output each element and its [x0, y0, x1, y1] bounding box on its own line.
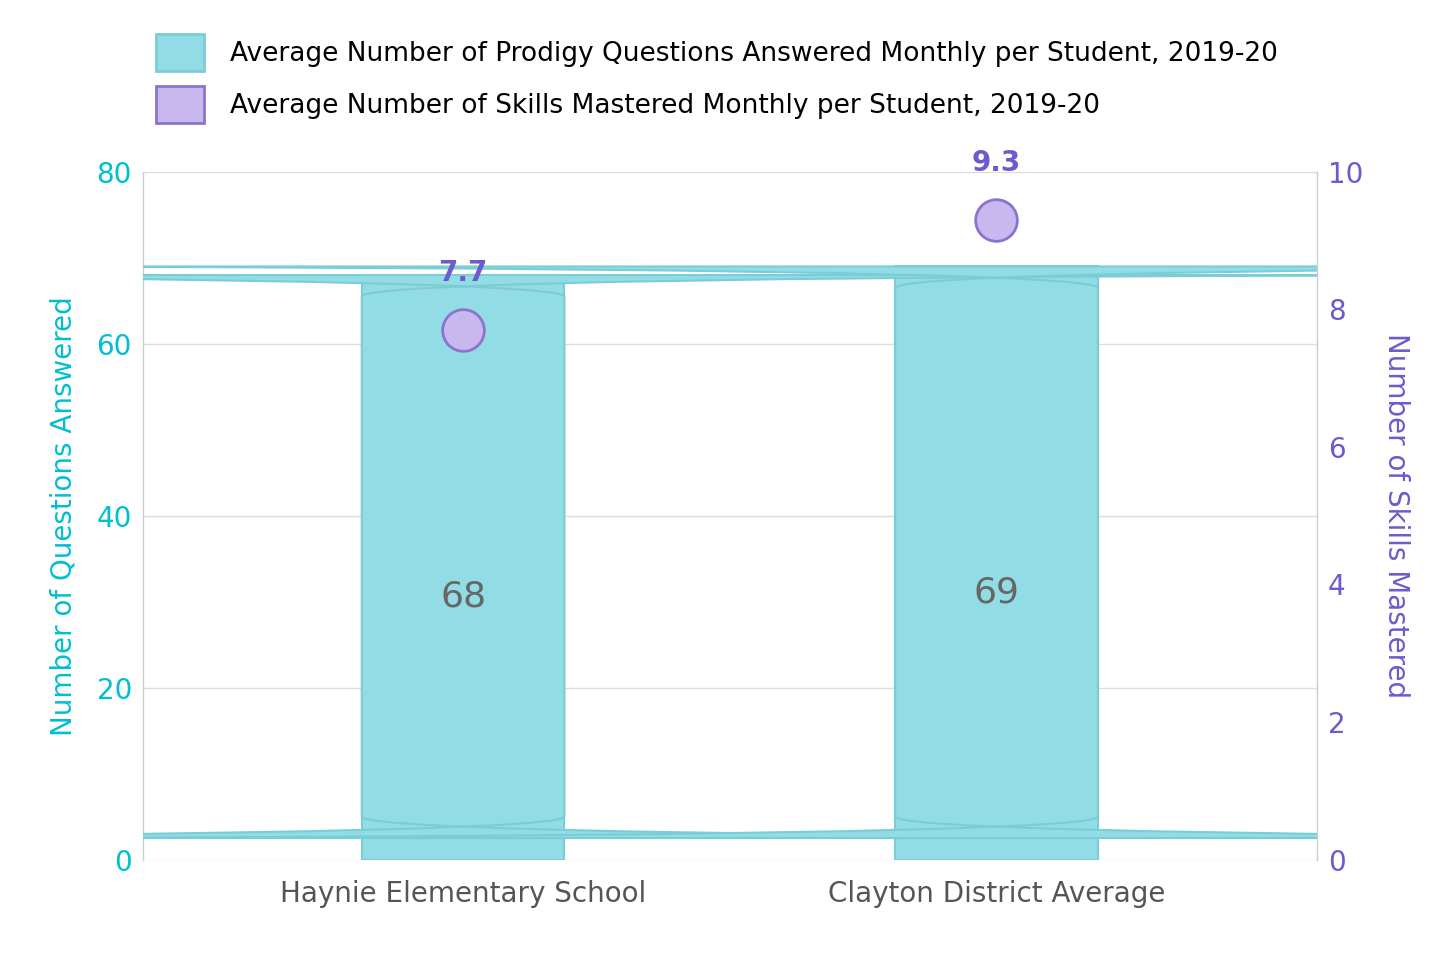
FancyBboxPatch shape [0, 275, 1431, 838]
Text: 9.3: 9.3 [972, 149, 1022, 177]
Y-axis label: Number of Skills Mastered: Number of Skills Mastered [1382, 333, 1411, 698]
Bar [362, 275, 564, 860]
Y-axis label: Number of Questions Answered: Number of Questions Answered [49, 296, 77, 735]
Text: 7.7: 7.7 [438, 259, 488, 287]
Text: 69: 69 [973, 576, 1019, 609]
Legend: Average Number of Prodigy Questions Answered Monthly per Student, 2019-20, Avera: Average Number of Prodigy Questions Answ… [156, 33, 1278, 123]
Text: 68: 68 [441, 580, 487, 613]
Bar [896, 266, 1098, 860]
FancyBboxPatch shape [0, 266, 1431, 838]
